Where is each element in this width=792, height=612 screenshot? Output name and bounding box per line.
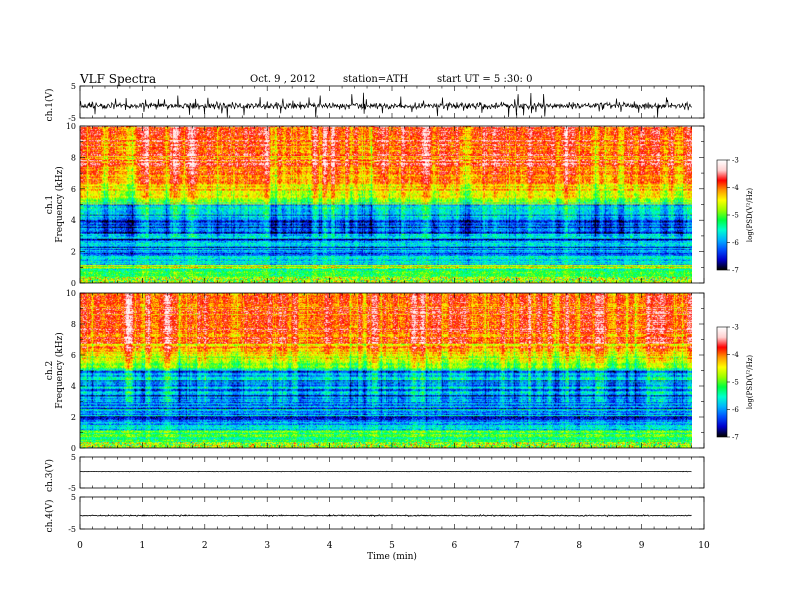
x-axis-label: Time (min) — [367, 551, 417, 562]
ch4-waveform-ylabel: ch.4(V) — [44, 500, 55, 533]
colorbar-tick-label: -6 — [732, 239, 739, 247]
y-tick-label: -5 — [68, 484, 76, 493]
ch1-spectrogram-image — [80, 126, 692, 283]
x-tick-label: 6 — [452, 541, 458, 551]
x-tick-label: 9 — [639, 541, 645, 551]
x-tick-label: 7 — [514, 541, 520, 551]
x-tick-label: 2 — [202, 541, 208, 551]
colorbar-tick-label: -5 — [732, 212, 739, 220]
ch1-spectrogram-panel — [80, 126, 692, 283]
x-tick-label: 0 — [77, 541, 83, 551]
y-tick-label: 6 — [71, 185, 76, 194]
y-tick-label: 0 — [71, 444, 76, 453]
y-tick-label: 8 — [71, 153, 76, 162]
ch2-spectrogram-colorbar-label: log(PSD(V²/Hz) — [746, 355, 754, 410]
ch1-spectrogram-colorbar-label: log(PSD(V²/Hz) — [746, 188, 754, 243]
x-tick-label: 4 — [327, 541, 333, 551]
x-tick-label: 3 — [264, 541, 270, 551]
y-tick-label: 4 — [71, 382, 76, 391]
y-tick-label: -5 — [68, 525, 76, 534]
colorbar-tick-label: -7 — [732, 434, 739, 442]
x-tick-label: 1 — [140, 541, 146, 551]
y-tick-label: 5 — [71, 493, 76, 502]
y-tick-label: -5 — [68, 114, 76, 123]
y-tick-label: 4 — [71, 216, 76, 225]
x-tick-label: 5 — [389, 541, 395, 551]
ch2-spectrogram-panel — [80, 293, 692, 448]
y-tick-label: 5 — [71, 453, 76, 462]
y-tick-label: 0 — [71, 279, 76, 288]
colorbar-tick-label: -3 — [732, 324, 739, 332]
date-label: Oct. 9 , 2012 — [250, 74, 316, 85]
colorbars — [717, 160, 727, 437]
y-tick-label: 5 — [71, 82, 76, 91]
y-tick-label: 6 — [71, 351, 76, 360]
y-tick-label: 2 — [71, 248, 76, 257]
ch1-colorbar — [717, 160, 727, 270]
y-tick-label: 8 — [71, 320, 76, 329]
y-tick-label: 2 — [71, 413, 76, 422]
colorbar-tick-label: -7 — [732, 267, 739, 275]
ch4-waveform-panel — [79, 513, 692, 518]
ch2-spectrogram-ylabel: ch.2Frequency (kHz) — [45, 332, 65, 409]
y-tick-label: 10 — [66, 122, 76, 131]
ch2-spectrogram-image — [80, 293, 692, 448]
x-tick-label: 8 — [576, 541, 582, 551]
figure-title: VLF Spectra — [80, 72, 157, 86]
colorbar-tick-label: -5 — [732, 379, 739, 387]
ch3-waveform-panel — [79, 470, 692, 473]
x-tick-label: 10 — [698, 541, 710, 551]
ch1-waveform-panel — [79, 92, 692, 118]
colorbar-tick-label: -4 — [732, 184, 739, 192]
start-time-label: start UT = 5 :30: 0 — [437, 74, 533, 85]
y-tick-label: 10 — [66, 289, 76, 298]
ch3-waveform-trace — [79, 470, 692, 473]
colorbar-tick-label: -6 — [732, 406, 739, 414]
colorbar-tick-label: -3 — [732, 157, 739, 165]
colorbar-tick-label: -4 — [732, 351, 739, 359]
station-label: station=ATH — [343, 74, 409, 85]
ch2-colorbar — [717, 327, 727, 437]
ch1-waveform-ylabel: ch.1(V) — [44, 89, 55, 122]
ch1-waveform-trace — [79, 92, 692, 118]
ch1-spectrogram-ylabel: ch.1Frequency (kHz) — [45, 166, 65, 243]
ch3-waveform-ylabel: ch.3(V) — [44, 459, 55, 492]
ch4-waveform-trace — [79, 513, 692, 518]
